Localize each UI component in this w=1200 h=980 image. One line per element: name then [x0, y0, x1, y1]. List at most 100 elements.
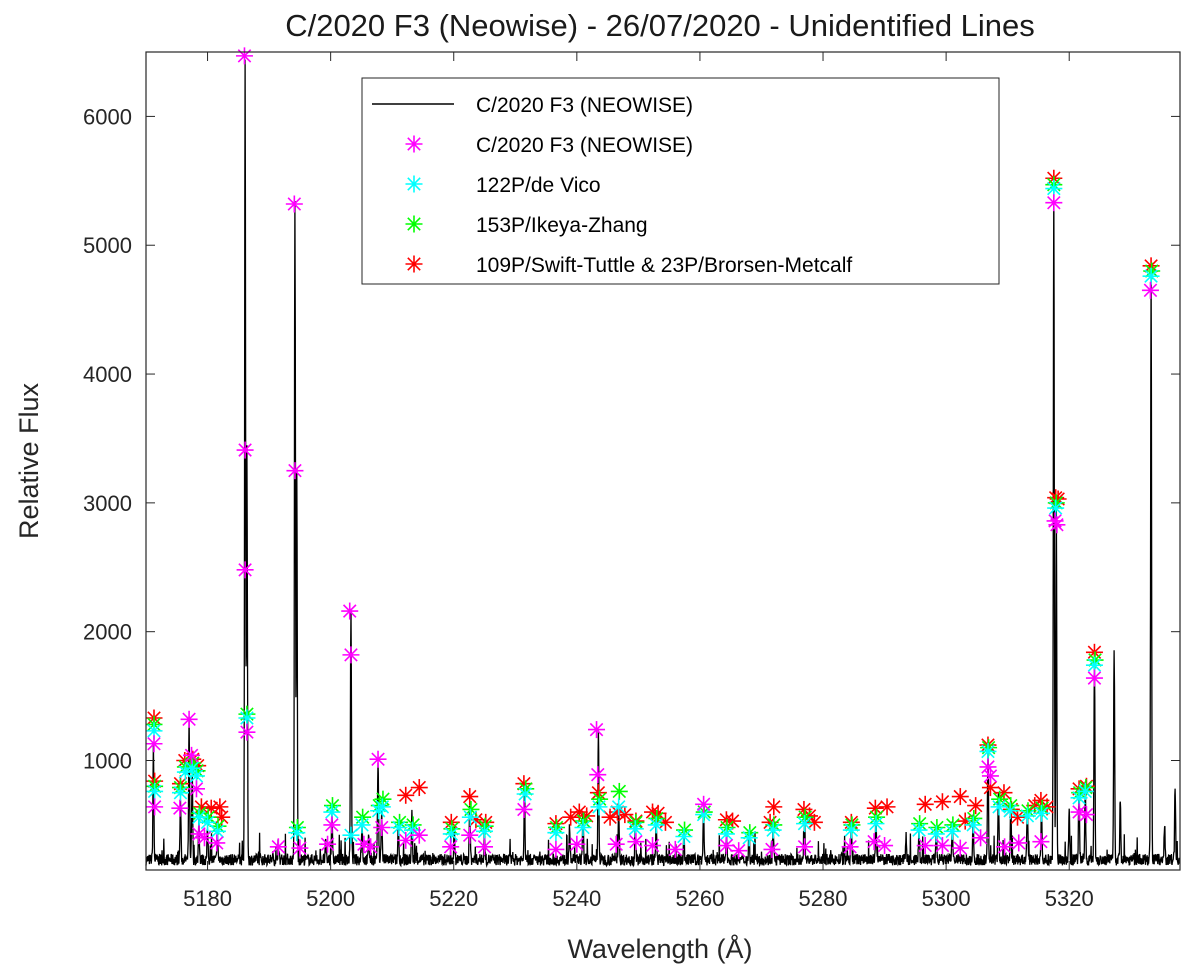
data-point [1001, 802, 1019, 820]
legend-entry-label: C/2020 F3 (NEOWISE) [476, 134, 693, 157]
plot-frame [145, 51, 1181, 871]
data-point [476, 838, 494, 856]
data-point [190, 808, 208, 826]
data-point [1048, 516, 1066, 534]
data-point [1070, 803, 1088, 821]
data-point [1010, 834, 1028, 852]
series-markers [145, 47, 1159, 860]
data-point [342, 646, 360, 664]
data-point [1045, 180, 1063, 198]
data-point [865, 833, 883, 851]
data-point [235, 47, 253, 65]
data-point [1018, 807, 1036, 825]
data-point [763, 840, 781, 858]
data-point [967, 797, 985, 815]
data-point [730, 842, 748, 860]
data-point [740, 829, 758, 847]
data-point [964, 816, 982, 834]
data-point [145, 722, 163, 740]
data-point [369, 750, 387, 768]
data-point [1032, 833, 1050, 851]
x-axis-label: Wavelength (Å) [567, 933, 752, 964]
data-point [461, 788, 479, 806]
legend-entry-label: C/2020 F3 (NEOWISE) [476, 94, 693, 117]
data-point [476, 822, 494, 840]
data-point [236, 441, 254, 459]
data-point [981, 767, 999, 785]
data-point [981, 779, 999, 797]
data-point [1077, 806, 1095, 824]
data-point [171, 784, 189, 802]
data-point [291, 839, 309, 857]
series-markers [145, 180, 1160, 847]
data-point [933, 793, 951, 811]
data-point [461, 826, 479, 844]
data-point [796, 838, 814, 856]
data-point [390, 818, 408, 836]
data-point [1085, 669, 1103, 687]
data-point [238, 723, 256, 741]
data-point [796, 815, 814, 833]
y-tick-label: 2000 [83, 620, 132, 645]
y-axis-label: Relative Flux [14, 382, 44, 539]
data-point [269, 838, 287, 856]
data-point [1076, 782, 1094, 800]
data-point [979, 742, 997, 760]
data-point [208, 834, 226, 852]
legend-entry-label: 122P/de Vico [476, 174, 601, 197]
data-point [610, 782, 628, 800]
data-point [1045, 194, 1063, 212]
data-point [1033, 804, 1051, 822]
data-point [285, 195, 303, 213]
data-point [288, 824, 306, 842]
data-point [910, 821, 928, 839]
data-point [878, 798, 896, 816]
data-point [626, 820, 644, 838]
data-point [627, 833, 645, 851]
data-point [927, 825, 945, 843]
data-point [547, 840, 565, 858]
x-tick-label: 5220 [429, 886, 478, 911]
data-point [238, 709, 256, 727]
x-tick-label: 5280 [799, 886, 848, 911]
legend-marker-swatch [405, 215, 423, 233]
x-tick-label: 5240 [552, 886, 601, 911]
data-point [187, 780, 205, 798]
data-point [644, 837, 662, 855]
data-point [410, 779, 428, 797]
data-point [1141, 281, 1159, 299]
data-point [171, 799, 189, 817]
data-point [610, 798, 628, 816]
x-tick-label: 5180 [183, 886, 232, 911]
data-point [516, 785, 534, 803]
data-point [547, 824, 565, 842]
data-point [562, 808, 580, 826]
data-point [866, 799, 884, 817]
data-point [842, 821, 860, 839]
y-tick-label: 4000 [83, 362, 132, 387]
data-point [1142, 267, 1160, 285]
data-point [601, 808, 619, 826]
data-point [695, 795, 713, 813]
y-tick-label: 6000 [83, 104, 132, 129]
data-point [675, 828, 693, 846]
data-point [867, 815, 885, 833]
data-point [286, 462, 304, 480]
data-point [515, 800, 533, 818]
legend-marker-swatch [405, 255, 423, 273]
data-point [990, 798, 1008, 816]
data-point [589, 766, 607, 784]
data-point [951, 839, 969, 857]
legend: C/2020 F3 (NEOWISE) C/2020 F3 (NEOWISE) 12… [361, 77, 1000, 285]
data-point [574, 818, 592, 836]
data-point [951, 788, 969, 806]
x-tick-label: 5320 [1045, 886, 1094, 911]
data-point [146, 782, 164, 800]
data-point [933, 837, 951, 855]
data-point [588, 721, 606, 739]
data-point [410, 826, 428, 844]
data-point [695, 806, 713, 824]
data-point [876, 837, 894, 855]
data-point [355, 835, 373, 853]
spectrum-line [145, 59, 1181, 868]
